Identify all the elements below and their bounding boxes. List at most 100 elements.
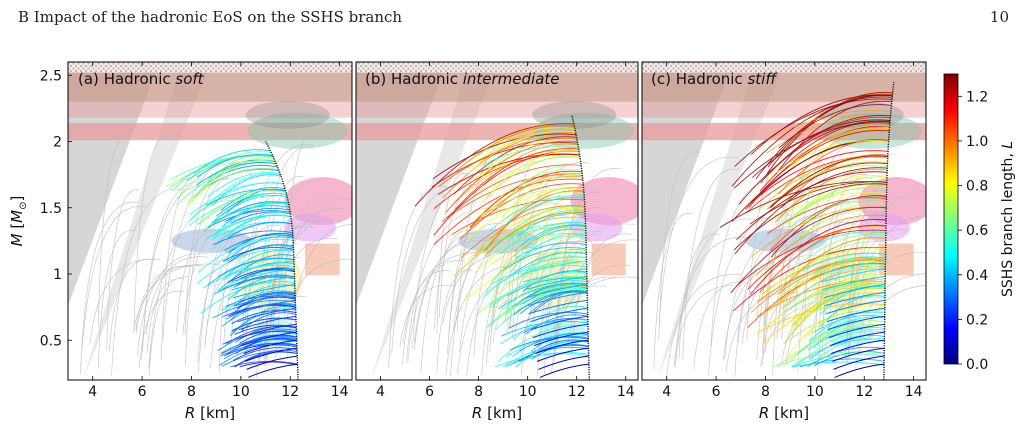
- page-number: 10: [989, 8, 1009, 26]
- low-mass-branch: [234, 292, 296, 307]
- sshs-branch: [786, 258, 886, 289]
- colorbar-gradient: [943, 73, 959, 365]
- hybrid-curve: [473, 228, 519, 357]
- y-axis-ticks: 0.5 1 1.5 2 2.5: [40, 68, 72, 349]
- hybrid-curve: [850, 229, 909, 325]
- sshs-branch: [499, 196, 585, 231]
- sshs-branch: [170, 155, 274, 180]
- hybrid-curve: [388, 185, 447, 369]
- sshs-branch: [484, 155, 580, 201]
- x-tick-label: 10: [519, 384, 537, 400]
- sshs-branch: [213, 195, 288, 222]
- hybrid-curve: [141, 184, 211, 360]
- sshs-branch: [802, 252, 886, 272]
- x-axis-label: R [km]: [759, 404, 809, 422]
- x-tick-label: 14: [331, 384, 349, 400]
- sshs-branch: [196, 162, 277, 186]
- low-mass-branch: [534, 331, 589, 347]
- sshs-branch: [792, 281, 886, 326]
- axes-frame: [641, 61, 927, 381]
- low-mass-branch: [238, 315, 296, 331]
- hybrid-curve: [658, 156, 739, 324]
- sshs-branch: [467, 157, 581, 202]
- sshs-branch: [165, 160, 276, 187]
- y-axis-label: M [M⊙]: [8, 196, 29, 247]
- sshs-branch: [755, 110, 891, 148]
- hybrid-curve: [708, 214, 791, 375]
- plot-area: [356, 62, 638, 380]
- low-mass-branch: [235, 300, 296, 315]
- low-mass-branch: [232, 284, 295, 299]
- panel-hadronic-intermediate: (b) Hadronic intermediate 4 6 8 10 12 14 R [k…: [355, 61, 639, 422]
- x-axis-ticks: 4 6 8 10 12 14: [662, 62, 923, 400]
- hybrid-curve: [258, 146, 314, 330]
- buchdahl-region: [370, 62, 499, 380]
- hybrid-curve: [785, 287, 864, 365]
- low-mass-branch: [246, 355, 298, 370]
- hybrid-curve: [436, 269, 473, 374]
- sshs-branch: [523, 318, 588, 334]
- sshs-branch: [216, 238, 294, 265]
- hybrid-curve: [138, 290, 185, 368]
- hybrid-curve: [176, 229, 222, 334]
- sshs-branch: [507, 251, 587, 278]
- low-mass-branch: [535, 339, 589, 354]
- x-axis-ticks: 4 6 8 10 12 14: [376, 62, 635, 400]
- sshs-branch: [756, 303, 885, 334]
- sshs-branch: [205, 189, 286, 206]
- sshs-branch: [733, 183, 887, 251]
- sshs-branch: [486, 289, 588, 328]
- low-mass-branch: [522, 268, 587, 283]
- sshs-branch: [790, 175, 888, 206]
- sshs-branch: [514, 224, 586, 252]
- low-mass-branch: [240, 323, 297, 339]
- sshs-branch: [487, 172, 583, 217]
- hybrid-curve: [485, 215, 567, 365]
- sshs-branch: [757, 280, 886, 317]
- sshs-branch: [762, 292, 886, 345]
- upper-mass-band: [68, 72, 352, 102]
- buchdahl-region: [82, 62, 212, 380]
- sshs-branch: [752, 119, 891, 178]
- sshs-branch: [523, 228, 586, 249]
- hybrid-curve: [436, 173, 468, 334]
- sshs-branch: [489, 264, 587, 285]
- sshs-branch: [213, 201, 289, 239]
- sshs-branch: [222, 247, 294, 262]
- hybrid-curve: [666, 274, 741, 378]
- sshs-branch: [491, 234, 586, 265]
- sshs-branch: [531, 332, 589, 352]
- gw-region: [532, 101, 617, 129]
- hybrid-curve: [734, 240, 788, 378]
- sshs-branch: [231, 254, 294, 281]
- hybrid-curve: [286, 258, 352, 323]
- hybrid-curve: [653, 212, 693, 370]
- sshs-branch: [501, 288, 588, 324]
- sshs-branch: [813, 351, 885, 367]
- sshs-branch: [791, 353, 885, 368]
- sshs-branch: [468, 130, 576, 174]
- panel-title: (a) Hadronic soft: [78, 70, 205, 88]
- y-tick-label: 2: [53, 135, 62, 151]
- sshs-branch: [773, 351, 885, 368]
- sshs-branch: [807, 346, 885, 368]
- sshs-branch: [807, 337, 885, 368]
- sshs-branch: [790, 209, 887, 244]
- sshs-branch: [234, 291, 296, 312]
- low-mass-branch: [526, 292, 588, 307]
- sshs-branch: [414, 123, 574, 207]
- sshs-branch: [512, 282, 588, 308]
- sshs-branch: [224, 207, 290, 223]
- sshs-branch: [220, 339, 297, 355]
- sshs-branch: [207, 172, 281, 198]
- hybrid-curve: [674, 218, 756, 368]
- gw-region: [819, 101, 904, 129]
- sshs-branch: [205, 214, 291, 241]
- sshs-branch: [791, 361, 885, 368]
- sshs-branch: [510, 336, 589, 351]
- sshs-branch: [778, 104, 892, 149]
- sshs-branch: [484, 233, 586, 258]
- low-mass-branch: [524, 276, 587, 291]
- sshs-branch: [516, 233, 586, 263]
- hadronic-curve: [883, 81, 895, 380]
